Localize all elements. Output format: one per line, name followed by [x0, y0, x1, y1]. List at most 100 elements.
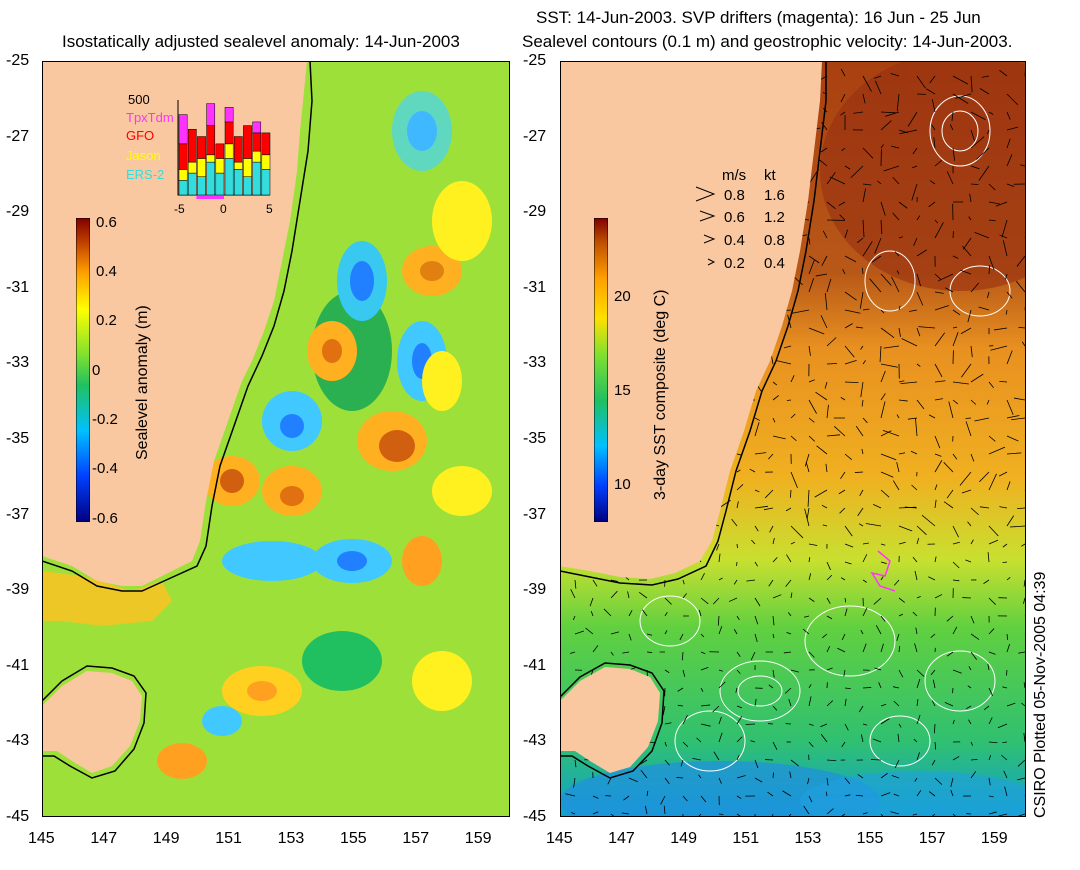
velocity-arrow [1002, 686, 1008, 689]
velocity-arrow [934, 484, 938, 491]
velocity-arrow [570, 651, 576, 654]
velocity-arrow [700, 651, 706, 655]
velocity-arrow [750, 651, 756, 661]
velocity-arrow [754, 777, 763, 783]
right-panel-title-1: SST: 14-Jun-2003. SVP drifters (magenta)… [536, 8, 981, 27]
velocity-arrow [934, 222, 944, 239]
velocity-arrow [790, 525, 804, 539]
velocity-arrow [754, 489, 760, 493]
velocity-arrow [880, 576, 884, 581]
velocity-arrow [979, 506, 990, 509]
velocity-arrow [880, 309, 885, 314]
inset-bar-segment [233, 136, 243, 163]
velocity-legend-header-ms: m/s [722, 167, 747, 184]
velocity-arrow [826, 337, 837, 347]
velocity-arrow [1023, 682, 1026, 689]
velocity-arrow [826, 201, 836, 210]
inset-bar-segment [233, 169, 243, 196]
velocity-arrow [839, 214, 846, 221]
velocity-arrow [893, 700, 900, 707]
velocity-arrow [898, 452, 906, 455]
velocity-arrow [970, 165, 980, 170]
velocity-arrow [682, 579, 685, 585]
velocity-arrow [841, 741, 846, 748]
velocity-arrow [700, 633, 705, 638]
velocity-arrow [988, 777, 991, 786]
velocity-arrow [844, 698, 847, 707]
velocity-arrow [844, 777, 851, 785]
velocity-arrow [607, 777, 612, 785]
sla-field [157, 91, 492, 779]
velocity-arrow [912, 556, 918, 563]
x-tick: 147 [608, 830, 635, 847]
inset-bar-segment [224, 107, 234, 123]
inset-bar-segment [243, 158, 252, 177]
y-tick: -37 [523, 505, 547, 523]
velocity-arrow [987, 552, 990, 563]
velocity-arrow [790, 471, 798, 488]
velocity-arrow [952, 561, 960, 569]
velocity-arrow [931, 759, 936, 766]
velocity-arrow [628, 633, 632, 641]
sla-colorbar-label: Sealevel anomaly (m) [134, 305, 151, 460]
velocity-arrow [754, 422, 760, 437]
velocity-arrow [898, 597, 905, 603]
velocity-arrow [736, 705, 743, 709]
velocity-arrow [970, 771, 977, 779]
velocity-arrow [736, 736, 743, 743]
velocity-arrow [1023, 579, 1026, 587]
velocity-arrow [934, 305, 950, 311]
velocity-arrow [826, 404, 829, 419]
velocity-arrow [880, 393, 886, 401]
velocity-arrow [808, 327, 825, 335]
velocity-arrow [952, 813, 957, 817]
velocity-arrow [803, 615, 810, 618]
velocity-arrow [718, 626, 723, 635]
velocity-arrow [1015, 280, 1026, 293]
velocity-arrow [861, 267, 864, 275]
velocity-arrow [826, 278, 832, 293]
velocity-arrow [916, 215, 921, 221]
velocity-arrow [1006, 643, 1011, 653]
velocity-arrow [862, 723, 868, 726]
velocity-arrow [916, 669, 925, 677]
velocity-arrow [898, 646, 901, 653]
inset-bar-segment [206, 103, 216, 126]
velocity-arrow [872, 738, 882, 743]
velocity-arrow [731, 518, 738, 527]
velocity-arrow [806, 507, 810, 520]
velocity-arrow [680, 759, 684, 767]
velocity-arrow [934, 453, 942, 457]
velocity-arrow [949, 124, 954, 131]
velocity-arrow [628, 777, 638, 783]
velocity-arrow [970, 615, 975, 624]
velocity-arrow [808, 259, 815, 275]
inset-bar-segment [261, 154, 271, 170]
sst-colorbar-label: 3-day SST composite (deg C) [652, 289, 669, 500]
velocity-arrow [897, 733, 900, 743]
inset-legend-tpx: TpxTdm [126, 110, 174, 125]
velocity-arrow [822, 524, 828, 527]
velocity-arrow [883, 165, 900, 172]
velocity-arrow [1006, 515, 1015, 527]
velocity-arrow [677, 687, 684, 692]
velocity-arrow [844, 345, 855, 358]
sealevel-contours [639, 95, 1011, 772]
velocity-arrow [862, 643, 867, 653]
x-tick: 145 [28, 830, 55, 847]
x-tick: 155 [340, 830, 367, 847]
x-tick: 147 [90, 830, 118, 847]
velocity-arrow [700, 572, 705, 581]
velocity-arrow [880, 363, 898, 368]
velocity-arrow [822, 633, 828, 639]
velocity-arrow [880, 489, 890, 498]
velocity-arrow [858, 523, 864, 527]
velocity-arrow [698, 609, 702, 617]
velocity-arrow [682, 593, 687, 599]
velocity-arrow [995, 201, 1008, 207]
inset-bar-segment [197, 158, 206, 177]
velocity-arrow [880, 561, 887, 564]
velocity-arrow [983, 705, 990, 711]
velocity-arrow [736, 484, 744, 491]
velocity-arrow [898, 723, 902, 728]
